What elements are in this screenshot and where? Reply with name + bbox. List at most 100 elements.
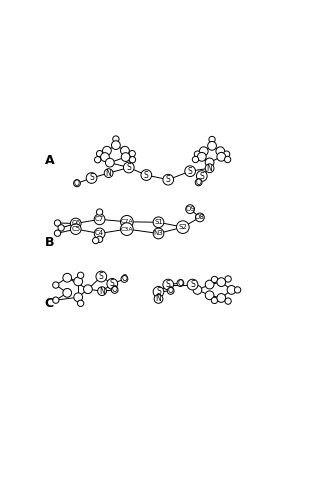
Circle shape <box>153 217 164 228</box>
Circle shape <box>186 205 194 214</box>
Circle shape <box>84 285 92 294</box>
Circle shape <box>121 153 130 162</box>
Text: C3A: C3A <box>121 227 133 232</box>
Circle shape <box>224 151 230 157</box>
Text: O: O <box>122 274 127 283</box>
Circle shape <box>194 151 201 157</box>
Circle shape <box>211 276 218 283</box>
Text: O: O <box>74 179 80 188</box>
Circle shape <box>197 170 207 181</box>
Text: C5: C5 <box>71 226 80 232</box>
Circle shape <box>78 300 84 307</box>
Text: B: B <box>45 236 54 249</box>
Circle shape <box>63 288 72 297</box>
Text: S: S <box>110 279 115 288</box>
Text: C7A: C7A <box>121 219 133 224</box>
Text: S: S <box>199 171 204 180</box>
Circle shape <box>153 286 164 297</box>
Circle shape <box>96 209 103 215</box>
Circle shape <box>208 142 216 150</box>
Text: O: O <box>168 286 174 295</box>
Circle shape <box>98 287 106 296</box>
Circle shape <box>86 172 97 183</box>
Text: C6: C6 <box>71 221 80 227</box>
Circle shape <box>70 224 81 235</box>
Circle shape <box>225 276 231 282</box>
Circle shape <box>198 153 206 161</box>
Circle shape <box>217 278 226 286</box>
Text: O8: O8 <box>195 214 205 220</box>
Circle shape <box>205 291 214 300</box>
Circle shape <box>163 174 174 185</box>
Circle shape <box>205 158 214 167</box>
Circle shape <box>199 147 208 156</box>
Circle shape <box>96 236 103 243</box>
Text: C: C <box>45 297 54 310</box>
Circle shape <box>167 287 174 294</box>
Text: S2: S2 <box>178 224 187 230</box>
Circle shape <box>195 179 202 186</box>
Circle shape <box>102 146 111 155</box>
Circle shape <box>54 230 61 237</box>
Text: S: S <box>188 166 192 175</box>
Circle shape <box>153 228 164 239</box>
Circle shape <box>111 141 120 150</box>
Circle shape <box>209 136 215 143</box>
Text: N: N <box>207 164 213 173</box>
Circle shape <box>187 279 198 290</box>
Circle shape <box>94 214 105 225</box>
Circle shape <box>63 273 72 282</box>
Circle shape <box>216 147 225 156</box>
Circle shape <box>217 153 226 161</box>
Circle shape <box>193 286 202 294</box>
Text: C7: C7 <box>95 216 104 222</box>
Circle shape <box>104 169 113 177</box>
Circle shape <box>95 157 101 163</box>
Circle shape <box>192 157 199 163</box>
Circle shape <box>121 216 133 228</box>
Text: A: A <box>45 155 54 167</box>
Circle shape <box>185 166 196 176</box>
Circle shape <box>58 225 64 231</box>
Circle shape <box>205 164 214 172</box>
Circle shape <box>163 279 174 290</box>
Circle shape <box>94 228 105 239</box>
Circle shape <box>211 297 218 304</box>
Circle shape <box>106 158 114 167</box>
Text: S: S <box>144 170 149 179</box>
Circle shape <box>196 213 204 222</box>
Circle shape <box>217 294 226 302</box>
Circle shape <box>113 136 119 142</box>
Circle shape <box>96 271 107 282</box>
Circle shape <box>74 293 83 302</box>
Circle shape <box>53 282 59 288</box>
Text: N3: N3 <box>154 231 163 237</box>
Text: N: N <box>106 168 111 177</box>
Circle shape <box>73 180 80 187</box>
Circle shape <box>129 157 136 163</box>
Circle shape <box>111 286 118 293</box>
Text: O: O <box>112 285 118 294</box>
Circle shape <box>54 220 61 226</box>
Circle shape <box>53 297 59 303</box>
Text: S: S <box>190 280 195 289</box>
Circle shape <box>121 223 133 236</box>
Circle shape <box>96 151 103 157</box>
Text: S: S <box>166 175 171 184</box>
Circle shape <box>70 218 81 229</box>
Text: N: N <box>99 287 105 296</box>
Circle shape <box>123 162 134 173</box>
Circle shape <box>177 280 184 286</box>
Text: S1: S1 <box>154 219 163 225</box>
Circle shape <box>121 275 128 282</box>
Circle shape <box>100 153 109 162</box>
Text: O: O <box>177 279 183 288</box>
Circle shape <box>78 272 84 278</box>
Text: O: O <box>196 178 202 187</box>
Text: O9: O9 <box>185 206 195 212</box>
Circle shape <box>141 169 152 180</box>
Circle shape <box>176 221 189 234</box>
Circle shape <box>129 151 135 157</box>
Text: S: S <box>166 280 171 289</box>
Circle shape <box>205 280 214 289</box>
